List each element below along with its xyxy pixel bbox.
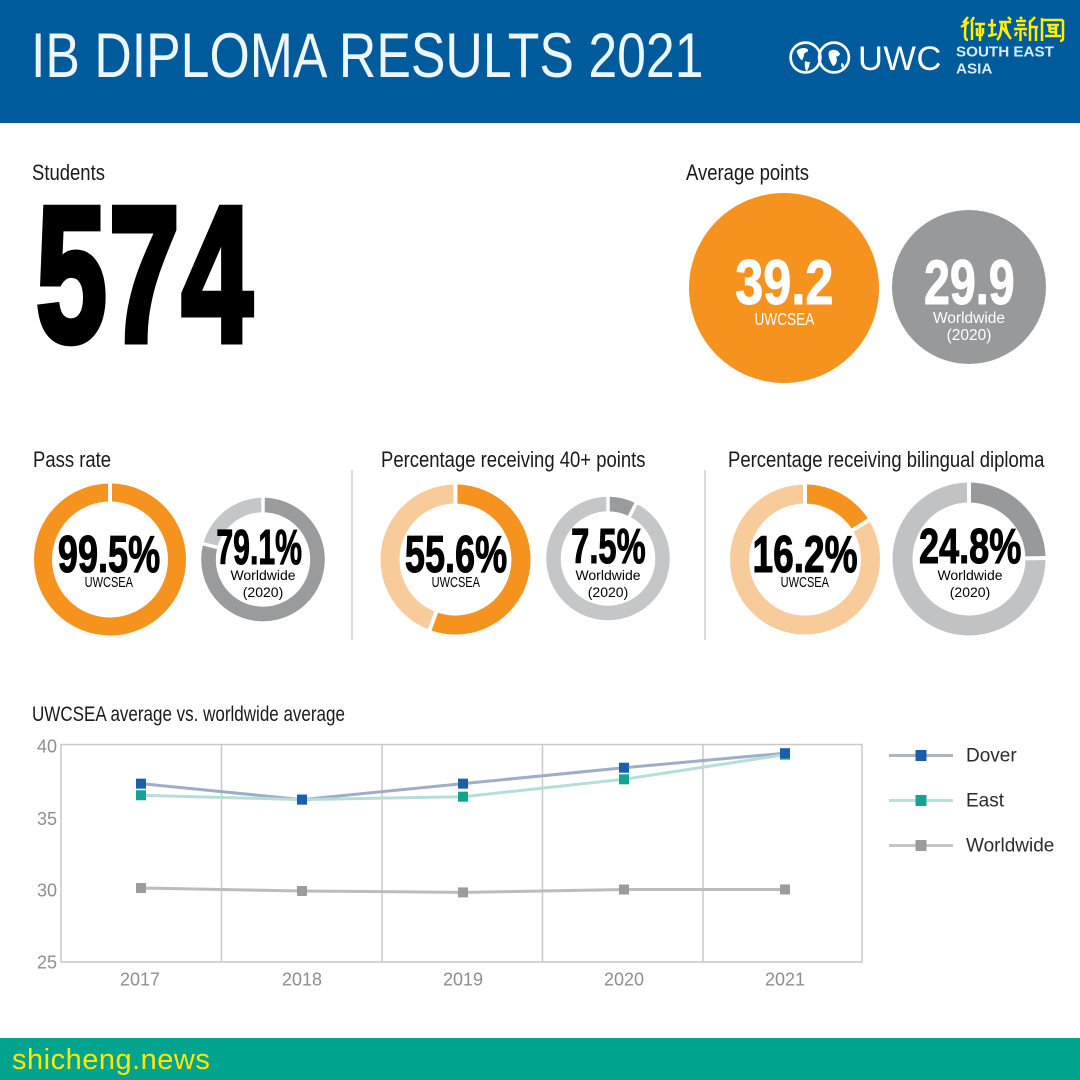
svg-text:Dover: Dover <box>966 746 1017 767</box>
svg-text:35: 35 <box>37 809 57 829</box>
svg-text:Worldwide: Worldwide <box>966 836 1054 857</box>
svg-text:2020: 2020 <box>604 970 644 990</box>
svg-text:UWC: UWC <box>858 40 942 78</box>
svg-text:25: 25 <box>37 953 57 973</box>
svg-text:2019: 2019 <box>443 970 483 990</box>
svg-text:2018: 2018 <box>282 970 322 990</box>
svg-text:30: 30 <box>37 880 57 900</box>
svg-text:40: 40 <box>37 736 57 756</box>
svg-text:ASIA: ASIA <box>956 61 992 78</box>
svg-text:2017: 2017 <box>120 970 160 990</box>
svg-text:2021: 2021 <box>765 970 805 990</box>
svg-text:SOUTH EAST: SOUTH EAST <box>956 44 1055 61</box>
svg-text:East: East <box>966 791 1005 812</box>
